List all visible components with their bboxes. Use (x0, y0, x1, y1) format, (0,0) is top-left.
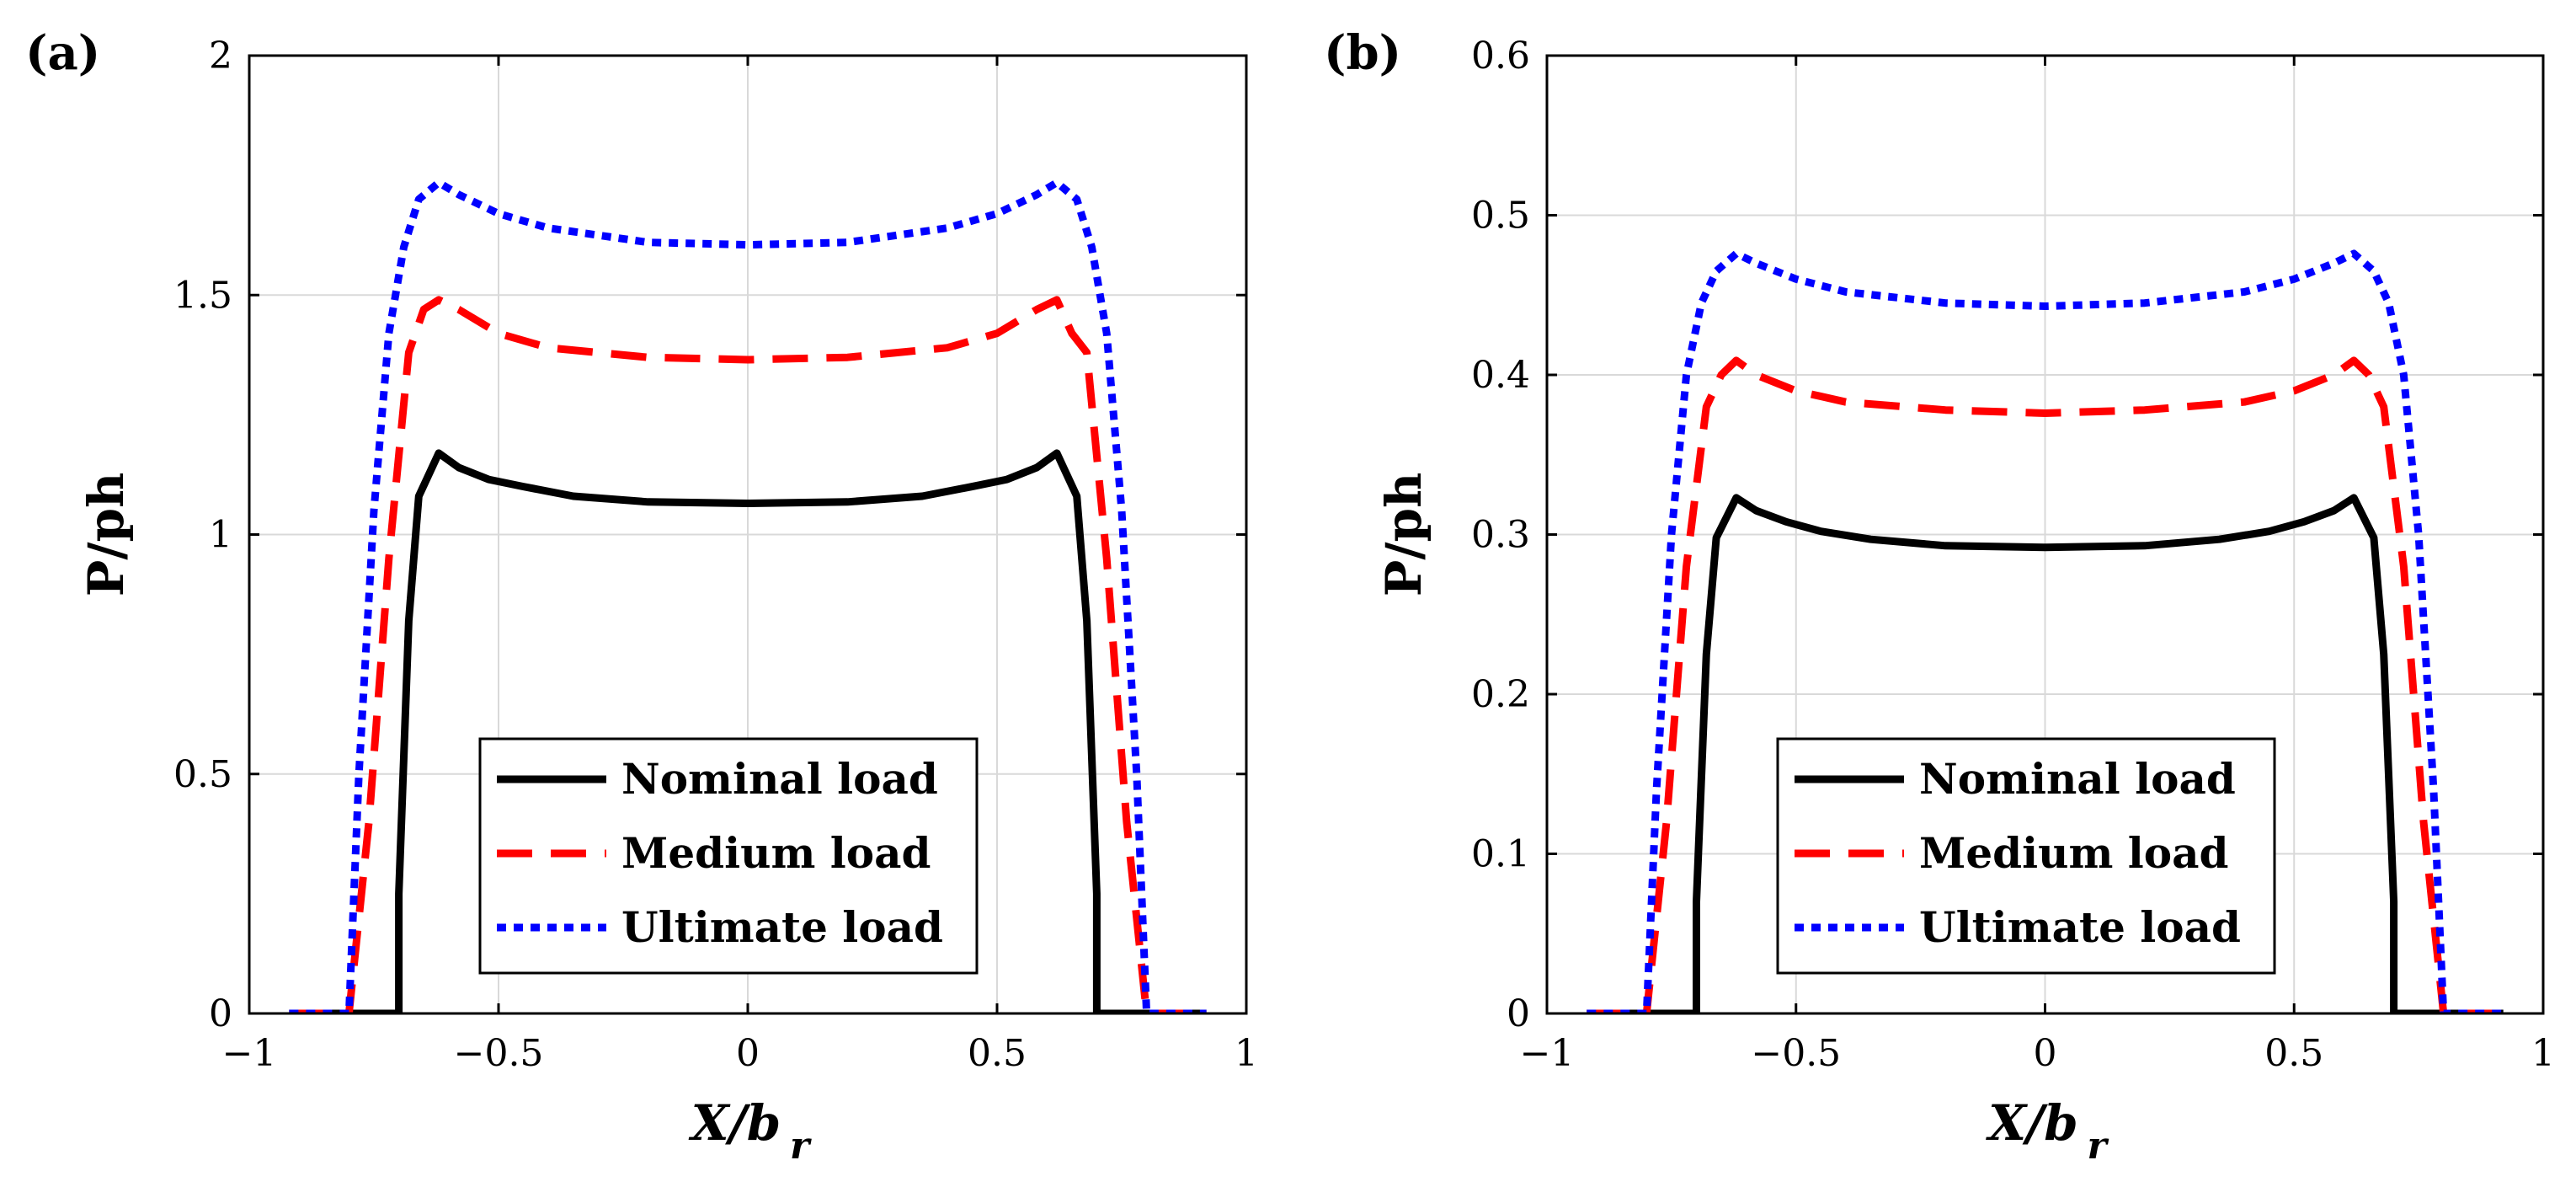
x-tick-label: 0 (2034, 1032, 2057, 1075)
y-tick-label: 0.3 (1471, 514, 1530, 557)
series-group (289, 179, 1207, 1013)
y-tick-label: 0.5 (1471, 195, 1530, 238)
y-tick-label: 0 (209, 992, 232, 1035)
x-axis-label: X/b (1985, 1094, 2078, 1152)
legend: Nominal load Medium load Ultimate load (478, 737, 979, 975)
series-line-nominal-load (289, 449, 1207, 1013)
series-line-ultimate-load (1587, 249, 2504, 1013)
panel-label: (b) (1324, 25, 1401, 81)
legend-label: Nominal load (621, 754, 938, 804)
legend-label: Ultimate load (1919, 902, 2241, 952)
x-axis-label-subscript: r (2088, 1125, 2109, 1168)
series-line-medium-load (289, 296, 1207, 1013)
x-tick-label: 0 (736, 1032, 760, 1075)
x-tick-label: 0.5 (2264, 1032, 2323, 1075)
legend-label: Medium load (1919, 828, 2228, 878)
series-line-nominal-load (1587, 494, 2504, 1013)
series-group (1587, 249, 2504, 1013)
y-tick-label: 0.4 (1471, 354, 1530, 397)
legend-label: Nominal load (1919, 754, 2236, 804)
legend-label: Medium load (621, 828, 931, 878)
y-tick-label: 1 (209, 514, 232, 557)
x-tick-label: 0.5 (968, 1032, 1027, 1075)
y-tick-label: 0.2 (1471, 673, 1530, 716)
panel-a: (a) −1 −0.5 0 0.5 1 0 0.5 1 1.5 2 X/b r P/ph Nominal l… (25, 25, 1258, 1168)
x-tick-label: −0.5 (1751, 1032, 1841, 1075)
y-axis-label: P/ph (77, 473, 135, 597)
y-tick-label: 0.5 (173, 753, 232, 796)
x-tick-label: 1 (2531, 1032, 2555, 1075)
x-tick-label: −0.5 (454, 1032, 544, 1075)
y-axis-label: P/ph (1375, 473, 1432, 597)
y-tick-label: 2 (209, 35, 232, 78)
y-tick-label: 0.1 (1471, 833, 1530, 876)
panel-label: (a) (25, 25, 100, 81)
legend: Nominal load Medium load Ultimate load (1776, 737, 2276, 975)
legend-label: Ultimate load (621, 902, 943, 952)
series-line-medium-load (1587, 356, 2504, 1013)
x-tick-label: −1 (222, 1032, 277, 1075)
y-tick-label: 1.5 (173, 274, 232, 317)
panel-b: (b) −1 −0.5 0 0.5 1 0 0.1 0.2 0.3 0.4 0.5 0.6 X/b r P/p… (1324, 25, 2555, 1168)
y-tick-label: 0.6 (1471, 35, 1530, 78)
x-tick-label: 1 (1235, 1032, 1258, 1075)
series-line-ultimate-load (289, 179, 1207, 1013)
x-axis-label-subscript: r (790, 1125, 812, 1168)
x-tick-label: −1 (1520, 1032, 1575, 1075)
y-tick-label: 0 (1507, 992, 1530, 1035)
x-axis-label: X/b (688, 1094, 781, 1152)
